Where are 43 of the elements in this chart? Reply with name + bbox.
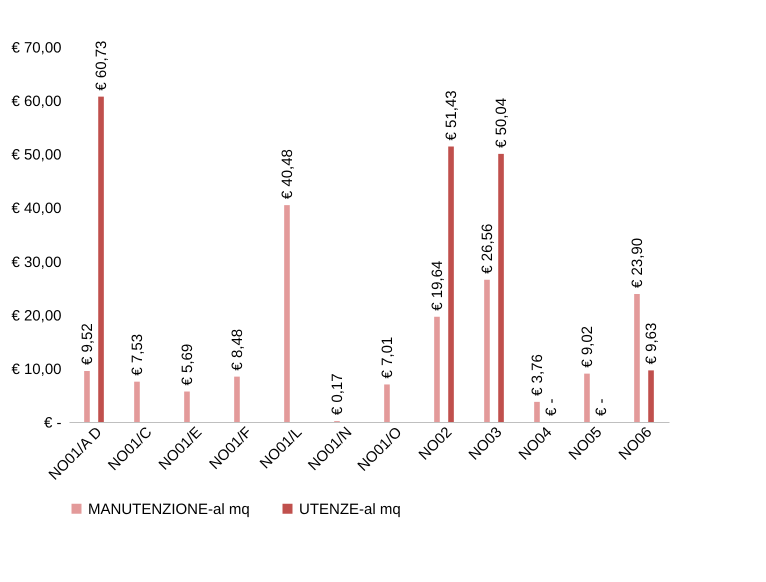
bar [448, 146, 454, 422]
bar [234, 376, 240, 422]
data-label: € 60,73 [93, 40, 110, 91]
data-label: € 5,69 [178, 344, 196, 386]
data-label: € - [593, 398, 610, 416]
bar [584, 374, 590, 422]
data-label: € 3,76 [528, 354, 546, 396]
y-tick-label: € 20,00 [11, 307, 62, 324]
data-label: € 23,90 [628, 238, 646, 288]
data-label: € 7,53 [128, 334, 146, 376]
data-label: € 51,43 [443, 90, 460, 140]
y-tick-label: € 50,00 [11, 146, 62, 164]
data-label: € 9,02 [578, 326, 596, 368]
bar [534, 402, 540, 422]
bar [634, 294, 640, 422]
bar [284, 205, 290, 422]
legend-label: MANUTENZIONE-al mq [88, 500, 250, 518]
y-tick-label: € - [44, 414, 62, 432]
bar [184, 392, 190, 422]
legend-label: UTENZE-al mq [299, 500, 401, 518]
y-tick-label: € 10,00 [11, 360, 62, 378]
bar [84, 371, 90, 422]
bar [484, 280, 490, 422]
data-label: € 19,64 [428, 260, 446, 311]
data-label: € 7,01 [378, 336, 396, 378]
y-tick-label: € 60,00 [11, 93, 62, 110]
data-label: € 8,48 [228, 328, 246, 371]
bar [384, 384, 390, 422]
y-tick-label: € 30,00 [11, 254, 62, 271]
data-label: € 50,04 [493, 98, 510, 148]
data-label: € 9,63 [643, 322, 660, 364]
y-tick-label: € 40,00 [11, 200, 62, 218]
bar [434, 316, 440, 422]
bar [98, 96, 104, 422]
data-label: € 40,48 [278, 149, 296, 200]
bar [134, 382, 140, 422]
data-label: € 0,17 [328, 373, 346, 416]
bar [648, 370, 654, 422]
bar [498, 154, 504, 422]
y-tick-label: € 70,00 [11, 40, 62, 56]
data-label: € 9,52 [78, 323, 96, 365]
data-label: € 26,56 [478, 224, 496, 274]
data-label: € - [543, 398, 560, 416]
